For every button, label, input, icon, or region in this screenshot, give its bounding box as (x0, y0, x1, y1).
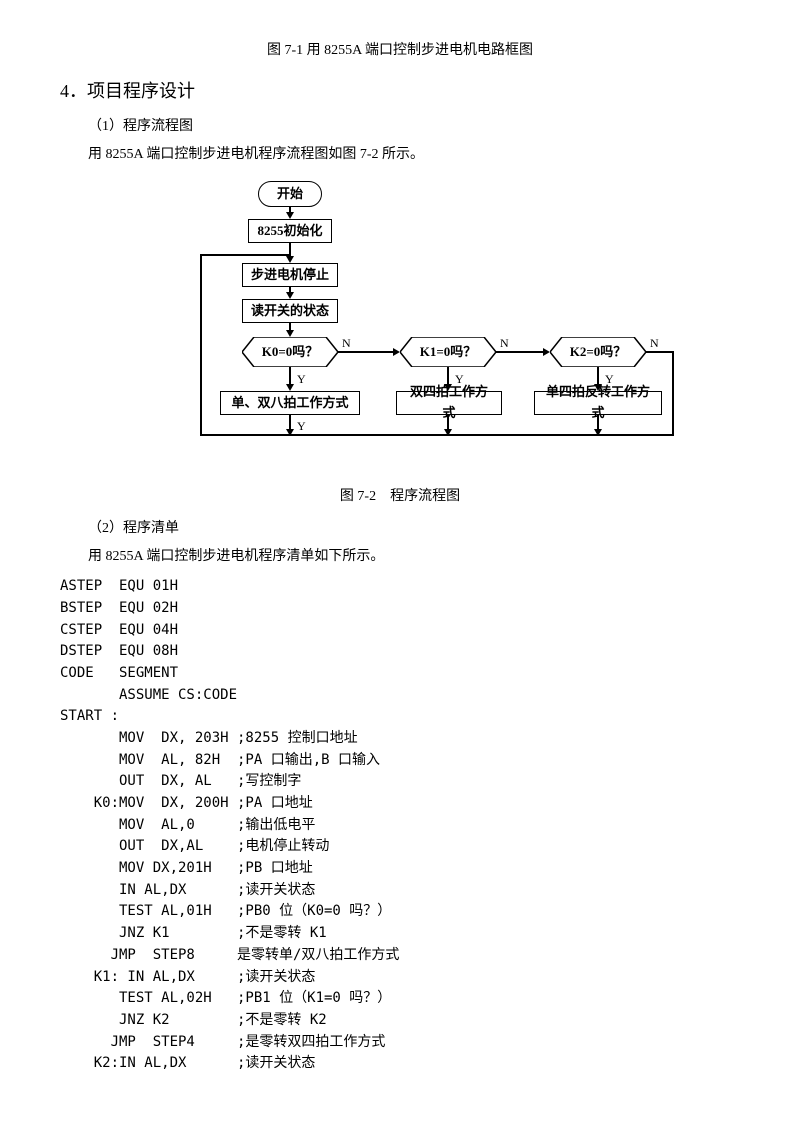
edge (672, 351, 674, 436)
paragraph-1: 用 8255A 端口控制步进电机程序流程图如图 7-2 所示。 (60, 144, 740, 166)
edge (200, 254, 202, 436)
figure-caption-flow: 图 7-2 程序流程图 (60, 486, 740, 508)
figure-caption-top: 图 7-1 用 8255A 端口控制步进电机电路框图 (60, 40, 740, 62)
node-stop: 步进电机停止 (242, 263, 338, 287)
arrow-icon (286, 212, 294, 219)
flowchart: 开始 8255初始化 步进电机停止 读开关的状态 K0=0吗？ Y N K1=0… (120, 181, 680, 471)
arrow-icon (286, 384, 294, 391)
section-number: 4． (60, 81, 87, 101)
arrow-icon (286, 292, 294, 299)
section-title: 4．项目程序设计 (60, 77, 740, 106)
node-decision-k0-text: K0=0吗？ (262, 342, 319, 363)
label-no: N (342, 334, 351, 353)
arrow-icon (393, 348, 400, 356)
node-decision-k1-text: K1=0吗？ (420, 342, 477, 363)
label-no: N (500, 334, 509, 353)
edge (200, 434, 674, 436)
node-decision-k2: K2=0吗？ (550, 337, 646, 367)
node-start: 开始 (258, 181, 322, 207)
node-decision-k2-text: K2=0吗？ (570, 342, 627, 363)
subsection-1: （1）程序流程图 (60, 116, 740, 138)
node-result-2: 单四拍反转工作方式 (534, 391, 662, 415)
node-decision-k0: K0=0吗？ (242, 337, 338, 367)
label-yes: Y (297, 370, 306, 389)
arrow-icon (286, 256, 294, 263)
code-listing: ASTEP EQU 01H BSTEP EQU 02H CSTEP EQU 04… (60, 576, 740, 1075)
label-no: N (650, 334, 659, 353)
edge (200, 254, 290, 256)
node-init: 8255初始化 (248, 219, 332, 243)
arrow-icon (543, 348, 550, 356)
node-decision-k1: K1=0吗？ (400, 337, 496, 367)
flowchart-container: 开始 8255初始化 步进电机停止 读开关的状态 K0=0吗？ Y N K1=0… (60, 181, 740, 471)
node-result-0: 单、双八拍工作方式 (220, 391, 360, 415)
subsection-2: （2）程序清单 (60, 518, 740, 540)
paragraph-2: 用 8255A 端口控制步进电机程序清单如下所示。 (60, 546, 740, 568)
section-title-text: 项目程序设计 (87, 81, 195, 101)
node-read: 读开关的状态 (242, 299, 338, 323)
arrow-icon (286, 330, 294, 337)
node-result-1: 双四拍工作方式 (396, 391, 502, 415)
